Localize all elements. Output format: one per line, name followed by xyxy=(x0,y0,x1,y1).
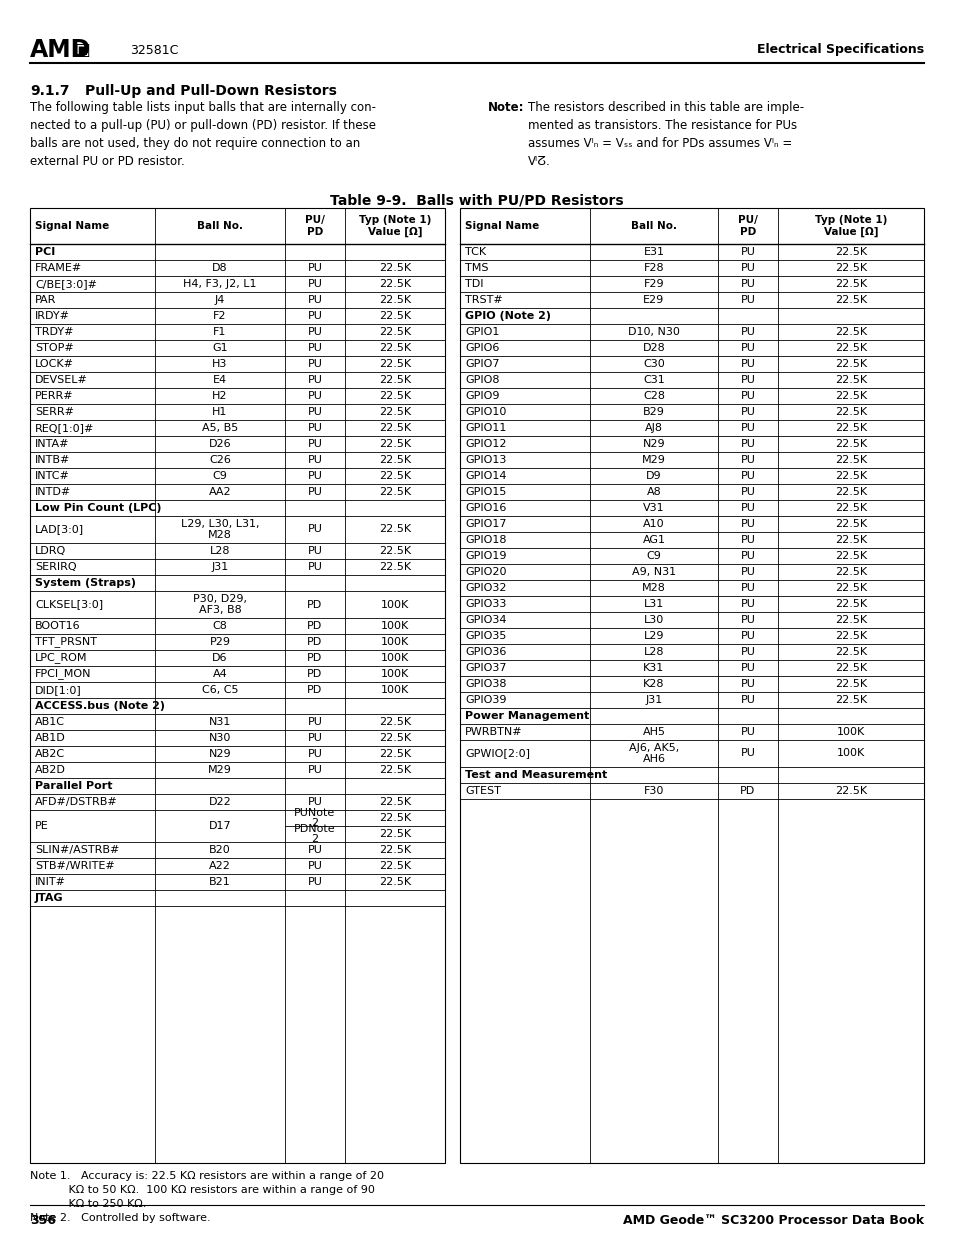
Text: TRST#: TRST# xyxy=(464,295,502,305)
Text: H2: H2 xyxy=(212,391,228,401)
Text: 22.5K: 22.5K xyxy=(834,438,866,450)
Text: PU: PU xyxy=(307,408,322,417)
Text: 22.5K: 22.5K xyxy=(378,546,411,556)
Bar xyxy=(30,207,444,1163)
Text: 22.5K: 22.5K xyxy=(834,679,866,689)
Text: 22.5K: 22.5K xyxy=(378,877,411,887)
Text: M29: M29 xyxy=(208,764,232,776)
Text: LDRQ: LDRQ xyxy=(35,546,66,556)
Text: PU: PU xyxy=(740,631,755,641)
Text: 22.5K: 22.5K xyxy=(378,845,411,855)
Text: 22.5K: 22.5K xyxy=(378,718,411,727)
Text: 22.5K: 22.5K xyxy=(378,487,411,496)
Text: F2: F2 xyxy=(213,311,227,321)
Text: 100K: 100K xyxy=(380,637,409,647)
Text: 22.5K: 22.5K xyxy=(834,375,866,385)
Text: PU: PU xyxy=(307,279,322,289)
Text: AB2D: AB2D xyxy=(35,764,66,776)
Text: J31: J31 xyxy=(212,562,229,572)
Text: PU: PU xyxy=(307,861,322,871)
Text: PU: PU xyxy=(740,519,755,529)
Text: 356: 356 xyxy=(30,1214,56,1226)
Text: 22.5K: 22.5K xyxy=(834,583,866,593)
Text: PU: PU xyxy=(740,295,755,305)
Text: GPIO16: GPIO16 xyxy=(464,503,506,513)
Text: 22.5K: 22.5K xyxy=(834,327,866,337)
Text: D28: D28 xyxy=(642,343,664,353)
Text: PU: PU xyxy=(307,546,322,556)
Text: PU: PU xyxy=(740,424,755,433)
Text: 22.5K: 22.5K xyxy=(378,764,411,776)
Text: H3: H3 xyxy=(213,359,228,369)
Text: G1: G1 xyxy=(212,343,228,353)
Text: C28: C28 xyxy=(642,391,664,401)
Text: PU: PU xyxy=(740,748,755,758)
Text: A10: A10 xyxy=(642,519,664,529)
Text: 9.1.7: 9.1.7 xyxy=(30,84,70,98)
Text: Typ (Note 1)
Value [Ω]: Typ (Note 1) Value [Ω] xyxy=(814,215,886,237)
Text: Signal Name: Signal Name xyxy=(464,221,538,231)
Text: GPIO13: GPIO13 xyxy=(464,454,506,466)
Text: PD: PD xyxy=(740,785,755,797)
Text: GPIO (Note 2): GPIO (Note 2) xyxy=(464,311,551,321)
Text: 22.5K: 22.5K xyxy=(378,295,411,305)
Text: B29: B29 xyxy=(642,408,664,417)
Text: PU: PU xyxy=(307,359,322,369)
Text: PU: PU xyxy=(740,567,755,577)
Text: GPIO1: GPIO1 xyxy=(464,327,498,337)
Text: PU: PU xyxy=(307,454,322,466)
Text: D10, N30: D10, N30 xyxy=(627,327,679,337)
Text: 32581C: 32581C xyxy=(130,43,178,57)
Text: INTC#: INTC# xyxy=(35,471,70,480)
Text: N30: N30 xyxy=(209,734,231,743)
Text: M29: M29 xyxy=(641,454,665,466)
Text: 22.5K: 22.5K xyxy=(834,343,866,353)
Text: 22.5K: 22.5K xyxy=(378,424,411,433)
Text: ▣: ▣ xyxy=(75,41,91,59)
Text: 22.5K: 22.5K xyxy=(378,813,411,823)
Text: E4: E4 xyxy=(213,375,227,385)
Text: ACCESS.bus (Note 2): ACCESS.bus (Note 2) xyxy=(35,701,165,711)
Text: GPIO8: GPIO8 xyxy=(464,375,499,385)
Text: GPIO33: GPIO33 xyxy=(464,599,506,609)
Text: GPIO19: GPIO19 xyxy=(464,551,506,561)
Text: Typ (Note 1)
Value [Ω]: Typ (Note 1) Value [Ω] xyxy=(358,215,431,237)
Text: C9: C9 xyxy=(213,471,227,480)
Text: 22.5K: 22.5K xyxy=(834,391,866,401)
Text: 22.5K: 22.5K xyxy=(834,279,866,289)
Text: 22.5K: 22.5K xyxy=(378,279,411,289)
Bar xyxy=(459,207,923,1163)
Text: PUNote
2: PUNote 2 xyxy=(294,808,335,829)
Text: E31: E31 xyxy=(643,247,664,257)
Text: PU: PU xyxy=(307,764,322,776)
Text: 22.5K: 22.5K xyxy=(834,424,866,433)
Text: TFT_PRSNT: TFT_PRSNT xyxy=(35,636,97,647)
Text: A9, N31: A9, N31 xyxy=(631,567,676,577)
Text: F1: F1 xyxy=(213,327,227,337)
Text: C26: C26 xyxy=(209,454,231,466)
Text: AB1C: AB1C xyxy=(35,718,65,727)
Text: PU: PU xyxy=(307,877,322,887)
Text: INTA#: INTA# xyxy=(35,438,70,450)
Text: 100K: 100K xyxy=(380,653,409,663)
Text: PU: PU xyxy=(740,471,755,480)
Text: TCK: TCK xyxy=(464,247,486,257)
Text: PU: PU xyxy=(740,679,755,689)
Text: GPWIO[2:0]: GPWIO[2:0] xyxy=(464,748,530,758)
Text: PU: PU xyxy=(740,327,755,337)
Text: 22.5K: 22.5K xyxy=(378,263,411,273)
Text: AG1: AG1 xyxy=(641,535,665,545)
Text: PU: PU xyxy=(307,343,322,353)
Text: P30, D29,
AF3, B8: P30, D29, AF3, B8 xyxy=(193,594,247,615)
Text: PU: PU xyxy=(307,845,322,855)
Text: 22.5K: 22.5K xyxy=(834,647,866,657)
Text: C/BE[3:0]#: C/BE[3:0]# xyxy=(35,279,97,289)
Text: 22.5K: 22.5K xyxy=(834,695,866,705)
Text: GPIO7: GPIO7 xyxy=(464,359,499,369)
Text: B20: B20 xyxy=(209,845,231,855)
Text: 22.5K: 22.5K xyxy=(834,471,866,480)
Text: AH5: AH5 xyxy=(641,727,665,737)
Text: D17: D17 xyxy=(209,821,231,831)
Text: C9: C9 xyxy=(646,551,660,561)
Text: Note 1.   Accuracy is: 22.5 KΩ resistors are within a range of 20
           KΩ : Note 1. Accuracy is: 22.5 KΩ resistors a… xyxy=(30,1171,384,1223)
